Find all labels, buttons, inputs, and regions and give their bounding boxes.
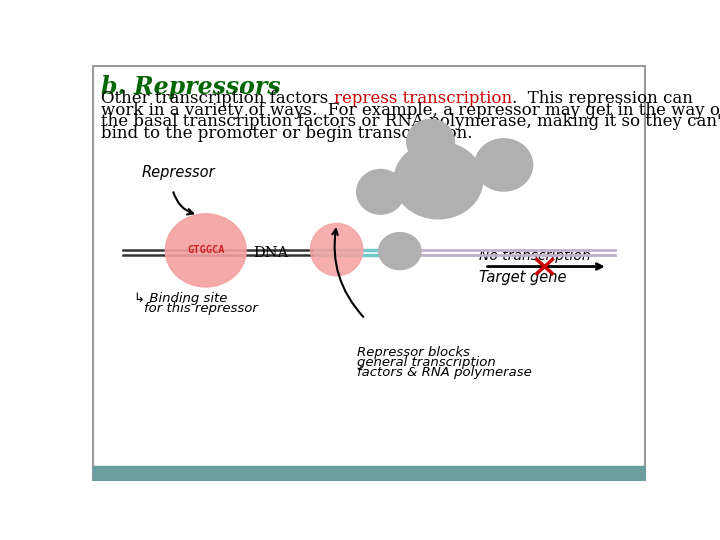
Text: II: II	[391, 197, 398, 210]
Ellipse shape	[475, 139, 533, 191]
Text: factors & RNA polymerase: factors & RNA polymerase	[357, 366, 532, 379]
Text: repress transcription: repress transcription	[333, 90, 512, 107]
Text: general transcription: general transcription	[357, 356, 496, 369]
Bar	[93, 466, 645, 480]
Text: bind to the promoter or begin transcription.: bind to the promoter or begin transcript…	[101, 125, 472, 142]
Text: DNA: DNA	[253, 246, 289, 260]
Text: the basal transcription factors or RNA polymerase, making it so they can't: the basal transcription factors or RNA p…	[101, 113, 720, 130]
Ellipse shape	[379, 233, 421, 269]
Text: Repressor: Repressor	[142, 165, 215, 180]
Ellipse shape	[356, 170, 405, 214]
Ellipse shape	[407, 119, 454, 164]
Text: Target gene: Target gene	[479, 269, 567, 285]
Ellipse shape	[394, 142, 482, 219]
Text: No transcription: No transcription	[479, 249, 590, 264]
Ellipse shape	[166, 214, 246, 287]
Text: b. Repressors: b. Repressors	[101, 75, 281, 99]
Ellipse shape	[310, 224, 363, 276]
Text: Other transcription factors: Other transcription factors	[101, 90, 333, 107]
Text: work in a variety of ways.  For example, a repressor may get in the way of: work in a variety of ways. For example, …	[101, 102, 720, 119]
Text: ↳ Binding site: ↳ Binding site	[134, 292, 228, 305]
Text: GTGGCA: GTGGCA	[187, 245, 225, 255]
Text: Repressor blocks: Repressor blocks	[357, 346, 470, 359]
Text: .  This repression can: . This repression can	[512, 90, 693, 107]
Text: for this repressor: for this repressor	[144, 302, 258, 315]
